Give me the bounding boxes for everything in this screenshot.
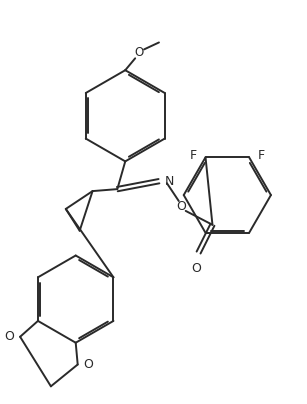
Text: O: O (134, 46, 144, 59)
Text: O: O (84, 358, 94, 371)
Text: F: F (258, 149, 265, 162)
Text: O: O (4, 330, 14, 343)
Text: F: F (189, 149, 196, 162)
Text: O: O (176, 200, 186, 213)
Text: O: O (192, 263, 201, 276)
Text: N: N (165, 175, 174, 188)
